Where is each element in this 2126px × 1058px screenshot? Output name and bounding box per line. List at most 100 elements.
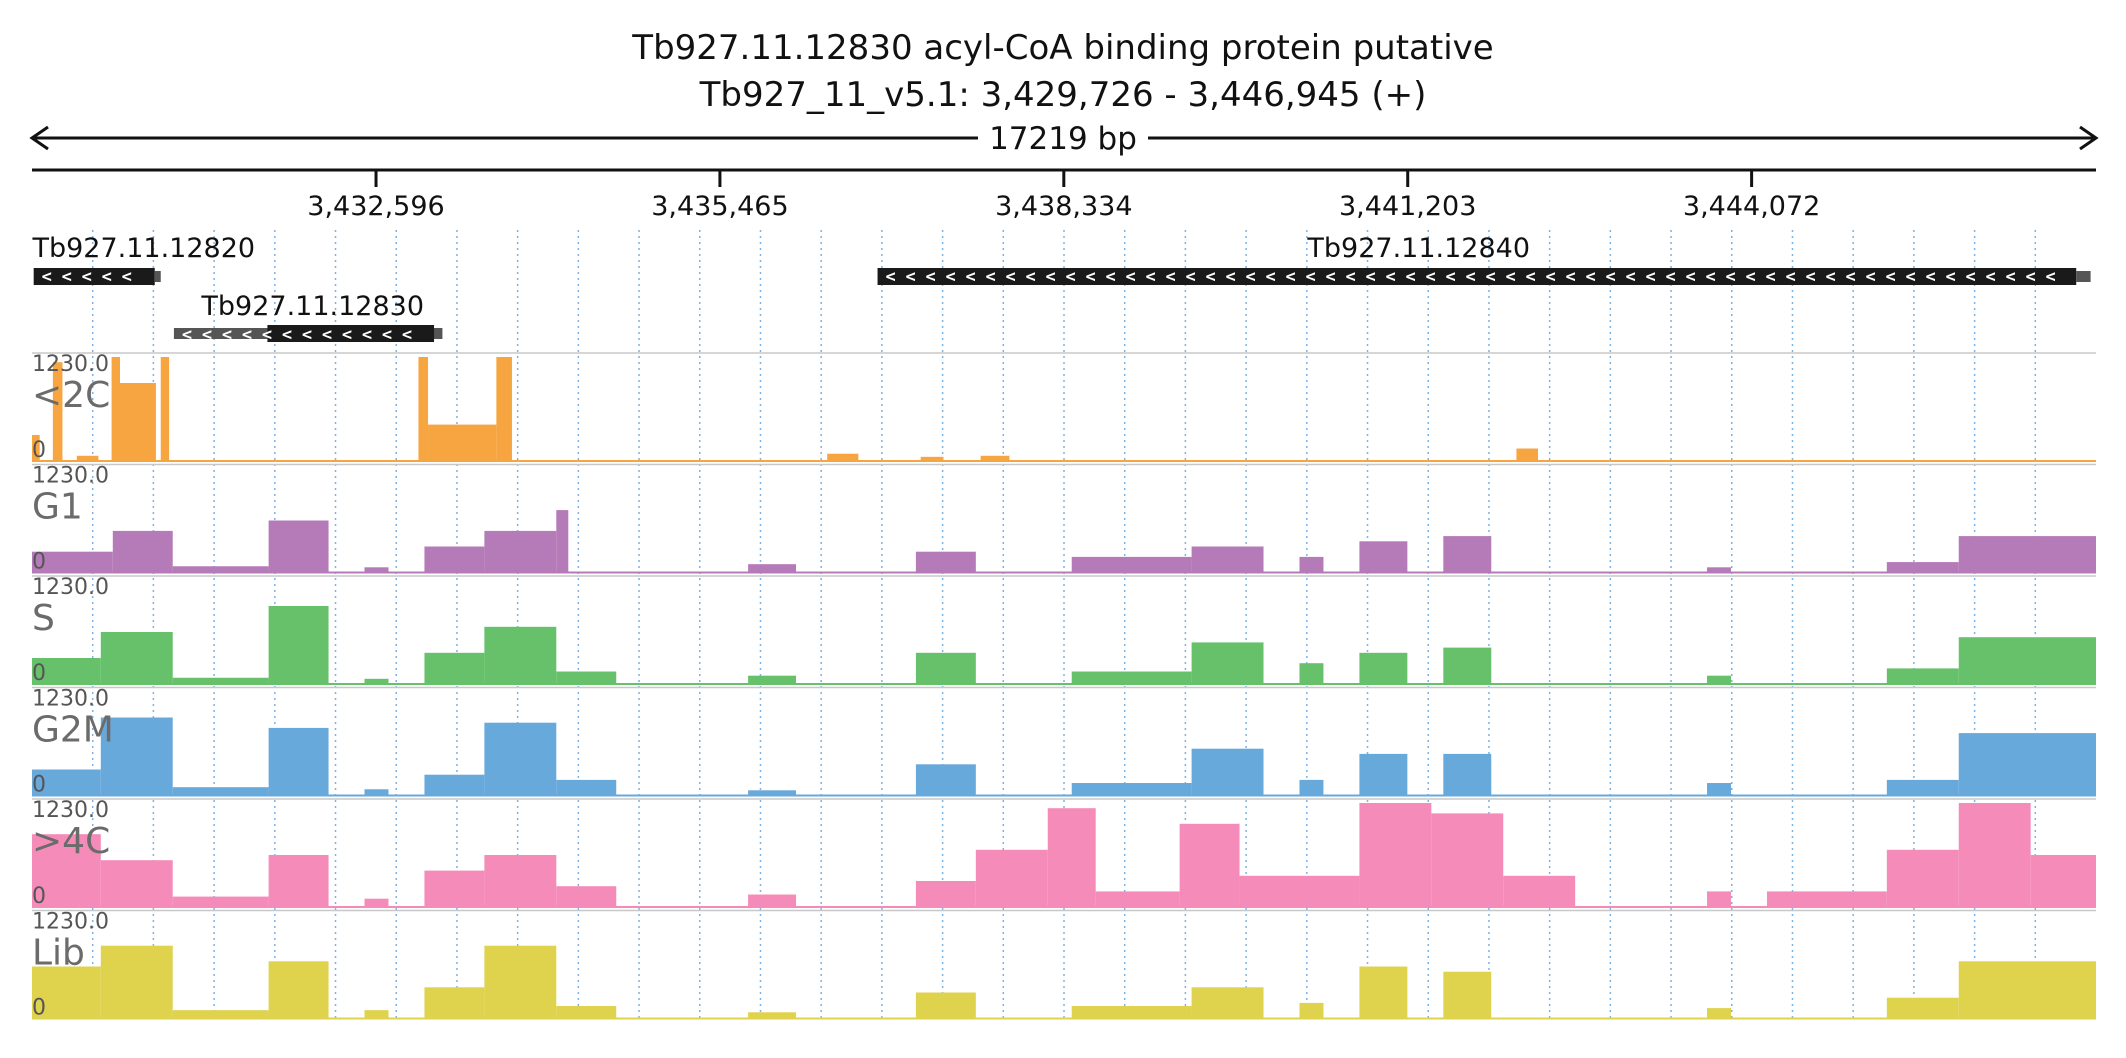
gene-cds-bar — [877, 268, 2077, 285]
strand-chevron-icon: < — [1406, 267, 1416, 287]
strand-chevron-icon: < — [1786, 267, 1796, 287]
strand-chevron-icon: < — [182, 325, 192, 345]
coverage-bar — [32, 435, 40, 461]
gene-cds-bar — [267, 325, 435, 342]
gene-utr-bar — [154, 271, 161, 282]
track-name-label: Lib — [32, 933, 85, 974]
span-length-label: 17219 bp — [989, 121, 1137, 157]
strand-chevron-icon: < — [1246, 267, 1256, 287]
coverage-bar — [748, 1012, 797, 1019]
coverage-bar — [1958, 961, 2096, 1019]
coverage-bar — [364, 898, 389, 907]
coverage-bar — [1359, 803, 1432, 907]
coverage-bar — [556, 510, 569, 573]
strand-chevron-icon: < — [402, 325, 412, 345]
coverage-bar — [1047, 808, 1096, 907]
title-gene: Tb927.11.12830 acyl-CoA binding protein … — [631, 28, 1493, 68]
strand-chevron-icon: < — [1566, 267, 1576, 287]
gene-cds-bar — [33, 268, 155, 285]
strand-chevron-icon: < — [1126, 267, 1136, 287]
coverage-bar — [364, 789, 389, 796]
coverage-bar — [748, 564, 797, 573]
coverage-bar — [1443, 647, 1492, 684]
coverage-bar — [1071, 1006, 1192, 1019]
coverage-bar — [111, 357, 120, 461]
coverage-bar — [1766, 891, 1887, 907]
coverage-bar — [1886, 779, 1959, 796]
strand-chevron-icon: < — [1866, 267, 1876, 287]
strand-chevron-icon: < — [966, 267, 976, 287]
coverage-bar — [1958, 637, 2096, 684]
coverage-bar — [172, 896, 269, 907]
strand-chevron-icon: < — [1326, 267, 1336, 287]
strand-chevron-icon: < — [1526, 267, 1536, 287]
coverage-bar — [112, 530, 173, 573]
coverage-bar — [556, 886, 617, 907]
strand-chevron-icon: < — [1546, 267, 1556, 287]
strand-chevron-icon: < — [1186, 267, 1196, 287]
coverage-bar — [424, 546, 485, 573]
coverage-bar — [748, 675, 797, 684]
strand-chevron-icon: < — [262, 325, 272, 345]
coverage-bar — [424, 774, 485, 796]
coverage-bar — [1958, 803, 2031, 907]
strand-chevron-icon: < — [302, 325, 312, 345]
coverage-bar — [172, 787, 269, 796]
track-max-label: 1230.0 — [32, 798, 109, 823]
coverage-track: 1230.0>4C 0 — [32, 798, 2096, 909]
coverage-bar — [1707, 1008, 1732, 1019]
strand-chevron-icon: < — [926, 267, 936, 287]
strand-chevron-icon: < — [1306, 267, 1316, 287]
strand-chevron-icon: < — [222, 325, 232, 345]
track-max-label: 1230.0 — [32, 687, 109, 712]
strand-chevron-icon: < — [1366, 267, 1376, 287]
track-max-label: 1230.0 — [32, 575, 109, 600]
coverage-bar — [915, 992, 976, 1019]
coverage-bar — [1707, 891, 1732, 907]
coverage-bar — [1886, 668, 1959, 684]
coverage-track: 1230.0G1 0 — [32, 464, 2096, 575]
gene-utr-bar — [2076, 271, 2091, 282]
strand-chevron-icon: < — [1926, 267, 1936, 287]
span-arrow: 17219 bp — [29, 121, 2099, 157]
coverage-bar — [424, 652, 485, 684]
strand-chevron-icon: < — [986, 267, 996, 287]
coverage-bar — [268, 961, 329, 1019]
gene-feature[interactable]: Tb927.11.12840 < < < < < < < < < < < < < < < < < < < < < < < < < <… — [877, 233, 2091, 287]
coverage-bar — [1443, 971, 1492, 1019]
strand-chevron-icon: < — [1026, 267, 1036, 287]
strand-chevron-icon: < — [1906, 267, 1916, 287]
tick-label: 3,444,072 — [1683, 191, 1820, 222]
coverage-bar — [428, 424, 497, 461]
strand-chevron-icon: < — [1146, 267, 1156, 287]
track-name-label: <2C — [32, 375, 110, 416]
coverage-bar — [1071, 671, 1192, 684]
strand-chevron-icon: < — [1466, 267, 1476, 287]
gene-label: Tb927.11.12830 — [200, 291, 424, 322]
coverage-bar — [496, 357, 512, 461]
strand-chevron-icon: < — [1946, 267, 1956, 287]
coverage-bar — [748, 790, 797, 796]
track-zero-label: 0 — [32, 884, 46, 909]
strand-chevron-icon: < — [42, 267, 52, 287]
coverage-bar — [1239, 875, 1360, 907]
coverage-bar — [484, 626, 557, 684]
coverage-bar — [1886, 849, 1959, 907]
coverage-bar — [975, 849, 1048, 907]
coverage-bar — [100, 860, 173, 907]
coverage-bar — [915, 652, 976, 684]
track-zero-label: 0 — [32, 773, 46, 798]
track-zero-label: 0 — [32, 438, 46, 463]
gene-feature[interactable]: Tb927.11.12820 < < < < < — [31, 233, 255, 287]
strand-chevron-icon: < — [906, 267, 916, 287]
coverage-bar — [1359, 652, 1408, 684]
coverage-bar — [915, 551, 976, 573]
strand-chevron-icon: < — [1286, 267, 1296, 287]
coverage-bar — [1707, 567, 1732, 573]
coverage-bar — [76, 455, 99, 461]
coverage-bar — [1191, 642, 1264, 684]
strand-chevron-icon: < — [1106, 267, 1116, 287]
gene-feature[interactable]: Tb927.11.12830 < < < < < < < < < < < < — [173, 291, 443, 345]
coverage-bar — [915, 764, 976, 796]
